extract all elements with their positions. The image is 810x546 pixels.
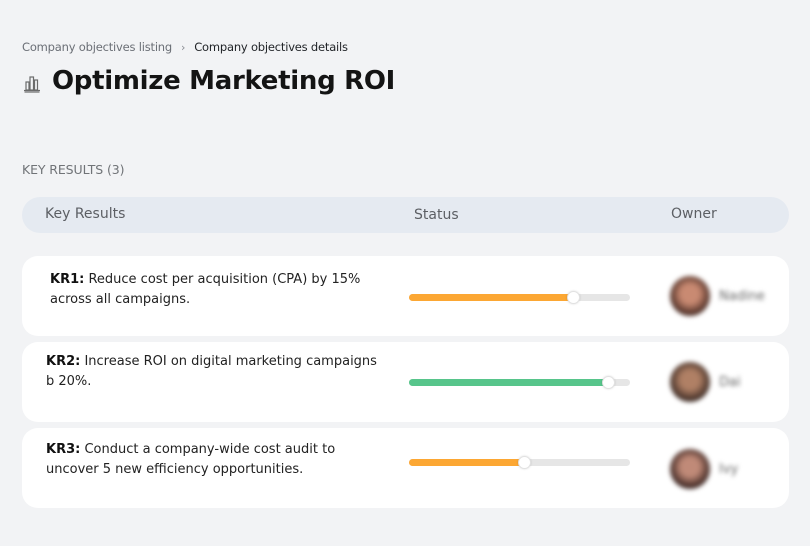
key-result-row[interactable]: KR2: Increase ROI on digital marketing c… [22, 342, 789, 422]
key-result-text: Increase ROI on digital marketing campai… [46, 354, 377, 389]
title-row: Optimize Marketing ROI [22, 66, 395, 96]
key-result-text: Reduce cost per acquisition (CPA) by 15%… [50, 272, 361, 307]
column-header-key-results: Key Results [45, 206, 126, 222]
owner-avatar [670, 276, 710, 316]
owner-name: Ivy [719, 461, 739, 477]
column-header-owner: Owner [671, 206, 717, 222]
progress-slider[interactable] [409, 456, 630, 469]
breadcrumb-current: Company objectives details [194, 40, 348, 54]
key-result-row[interactable]: KR1: Reduce cost per acquisition (CPA) b… [22, 256, 789, 336]
buildings-chart-icon [24, 75, 40, 93]
breadcrumb-separator-icon: › [181, 40, 186, 54]
key-result-id: KR1: [50, 272, 85, 287]
column-header-status: Status [414, 207, 459, 223]
progress-slider-handle[interactable] [601, 376, 615, 389]
owner[interactable]: Nadine [670, 276, 765, 316]
key-result-id: KR2: [46, 354, 81, 369]
breadcrumb-parent-link[interactable]: Company objectives listing [22, 40, 172, 54]
key-result-description: KR2: Increase ROI on digital marketing c… [46, 352, 386, 392]
key-result-id: KR3: [46, 442, 81, 457]
progress-slider[interactable] [409, 376, 630, 389]
owner[interactable]: Ivy [670, 449, 738, 489]
progress-slider-handle[interactable] [566, 291, 580, 304]
key-result-row[interactable]: KR3: Conduct a company-wide cost audit t… [22, 428, 789, 508]
progress-slider[interactable] [409, 291, 630, 304]
progress-fill [409, 294, 573, 301]
page-title: Optimize Marketing ROI [52, 66, 396, 96]
owner-avatar [670, 362, 710, 402]
progress-slider-handle[interactable] [517, 456, 531, 469]
key-results-table-header: Key Results Status Owner [22, 197, 789, 233]
owner-name: Nadine [719, 288, 765, 304]
progress-fill [409, 379, 608, 386]
key-result-text: Conduct a company-wide cost audit to unc… [46, 442, 336, 477]
owner[interactable]: Dai [670, 362, 741, 402]
key-results-count-label: KEY RESULTS (3) [22, 162, 125, 177]
progress-fill [409, 459, 524, 466]
breadcrumb: Company objectives listing › Company obj… [22, 40, 348, 54]
owner-avatar [670, 449, 710, 489]
owner-name: Dai [719, 374, 741, 390]
key-result-description: KR3: Conduct a company-wide cost audit t… [46, 440, 386, 480]
key-result-description: KR1: Reduce cost per acquisition (CPA) b… [50, 270, 390, 310]
